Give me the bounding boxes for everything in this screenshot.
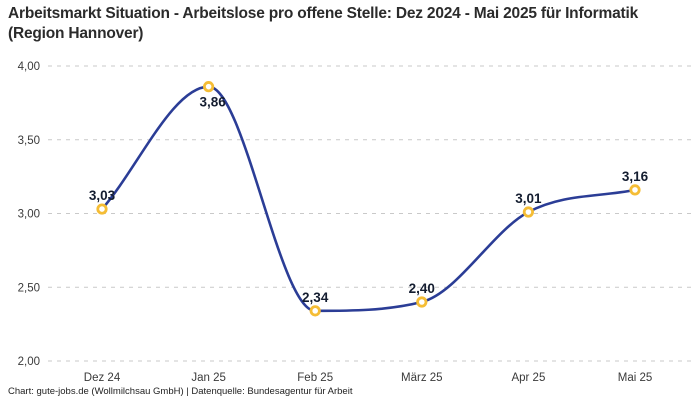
- data-point-marker: [203, 81, 215, 93]
- data-value-label: 3,16: [622, 169, 649, 184]
- y-tick-label: 2,50: [18, 282, 40, 294]
- data-value-label: 2,34: [302, 290, 329, 305]
- x-tick-label: Dez 24: [84, 372, 121, 384]
- y-tick-label: 2,00: [18, 356, 40, 368]
- y-tick-label: 3,00: [18, 209, 40, 221]
- x-tick-label: März 25: [401, 372, 443, 384]
- data-point-marker: [96, 203, 108, 215]
- data-value-label: 3,01: [515, 191, 542, 206]
- x-tick-label: Mai 25: [618, 372, 653, 384]
- data-value-label: 2,40: [409, 281, 435, 296]
- x-tick-label: Feb 25: [297, 372, 333, 384]
- chart-title: Arbeitsmarkt Situation - Arbeitslose pro…: [8, 5, 639, 42]
- y-tick-label: 4,00: [18, 61, 40, 73]
- x-tick-label: Jan 25: [191, 372, 226, 384]
- data-value-label: 3,86: [199, 95, 226, 110]
- data-point-marker: [416, 296, 428, 308]
- series-line: [100, 85, 637, 313]
- data-point-marker: [309, 305, 321, 317]
- x-tick-label: Apr 25: [511, 372, 545, 384]
- data-point-marker: [522, 206, 535, 218]
- y-tick-label: 3,50: [18, 135, 40, 147]
- data-point-marker: [629, 184, 641, 196]
- chart-footer-credit: Chart: gute-jobs.de (Wollmilchsau GmbH) …: [8, 386, 353, 397]
- data-value-label: 3,03: [89, 188, 116, 203]
